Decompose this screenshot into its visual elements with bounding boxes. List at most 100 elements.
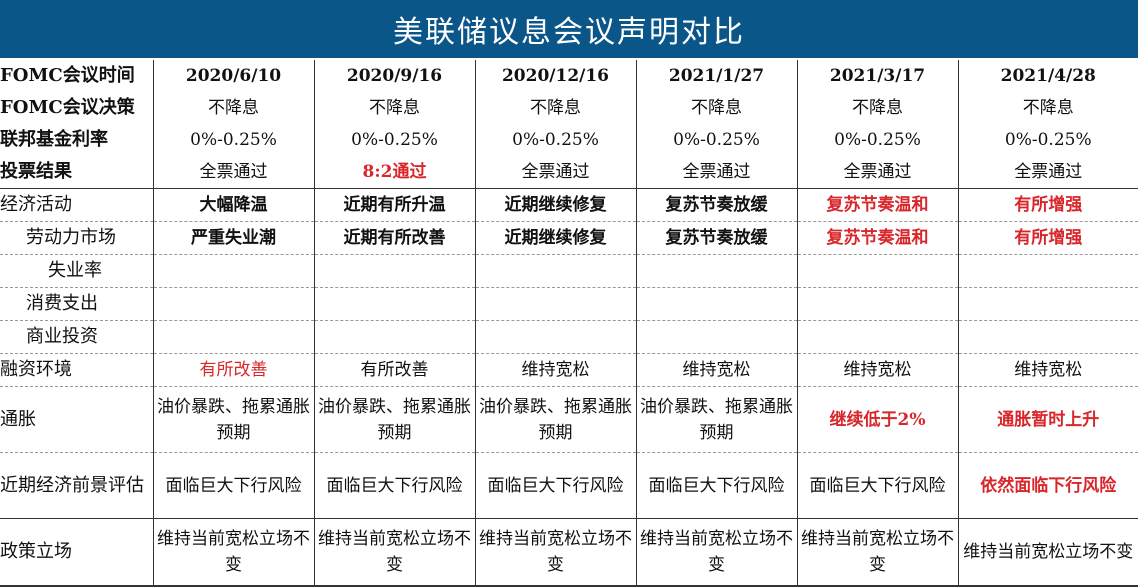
table-row: FOMC会议时间 2020/6/10 2020/9/16 2020/12/16 2021…	[0, 60, 1138, 92]
fomc-comparison-table: FOMC会议时间 2020/6/10 2020/9/16 2020/12/16 2021…	[0, 60, 1138, 587]
row-label: 融资环境	[0, 353, 153, 387]
table-cell	[796, 320, 958, 354]
table-cell: 全票通过	[152, 156, 314, 189]
table-cell: 全票通过	[474, 156, 636, 189]
table-cell	[313, 320, 475, 354]
table-cell: 维持当前宽松立场不变	[957, 518, 1138, 587]
table-cell: 复苏节奏温和	[796, 221, 958, 255]
table-cell	[474, 320, 636, 354]
row-label: 投票结果	[0, 156, 153, 189]
table-row: 联邦基金利率 0%-0.25% 0%-0.25% 0%-0.25% 0%-0.25% 0%…	[0, 124, 1138, 156]
table-cell: 不降息	[957, 92, 1138, 124]
table-cell: 近期有所升温	[313, 188, 475, 222]
table-cell: 不降息	[796, 92, 958, 124]
table-cell: 全票通过	[635, 156, 797, 189]
table-cell: 0%-0.25%	[796, 124, 958, 156]
table-cell	[313, 287, 475, 321]
table-cell: 0%-0.25%	[313, 124, 475, 156]
table-cell: 复苏节奏放缓	[635, 188, 797, 222]
row-label: 劳动力市场	[0, 221, 153, 255]
table-cell	[957, 287, 1138, 321]
table-row: 消费支出	[0, 287, 1138, 321]
table-cell: 0%-0.25%	[152, 124, 314, 156]
row-label: 经济活动	[0, 188, 153, 222]
table-cell: 8:2通过	[313, 156, 475, 189]
table-row: 商业投资	[0, 320, 1138, 354]
table-row: 融资环境 有所改善 有所改善 维持宽松 维持宽松 维持宽松 维持宽松	[0, 353, 1138, 387]
table-cell: 不降息	[313, 92, 475, 124]
table-cell: 面临巨大下行风险	[313, 452, 475, 519]
table-cell: 2021/4/28	[957, 60, 1138, 92]
row-label: 通胀	[0, 386, 153, 453]
table-row: FOMC会议决策 不降息 不降息 不降息 不降息 不降息 不降息	[0, 92, 1138, 124]
table-cell: 有所改善	[152, 353, 314, 387]
row-label: FOMC会议决策	[0, 97, 135, 118]
table-cell	[474, 254, 636, 288]
table-cell: 近期有所改善	[313, 221, 475, 255]
table-cell: 大幅降温	[152, 188, 314, 222]
table-cell	[957, 320, 1138, 354]
table-cell: 有所改善	[313, 353, 475, 387]
row-label: 失业率	[0, 254, 153, 288]
table-cell: 近期继续修复	[474, 221, 636, 255]
table-cell	[635, 254, 797, 288]
table-cell: 维持宽松	[635, 353, 797, 387]
table-cell: 维持当前宽松立场不变	[152, 518, 314, 587]
table-cell: 2020/6/10	[152, 60, 314, 92]
table-cell	[635, 320, 797, 354]
table-cell: 维持当前宽松立场不变	[796, 518, 958, 587]
table-cell	[152, 320, 314, 354]
row-label: 联邦基金利率	[0, 129, 108, 150]
table-cell: 近期继续修复	[474, 188, 636, 222]
row-label: 政策立场	[0, 518, 153, 587]
table-cell: 有所增强	[957, 221, 1138, 255]
row-label: 商业投资	[0, 320, 153, 354]
table-cell: 全票通过	[957, 156, 1138, 189]
table-cell: 0%-0.25%	[474, 124, 636, 156]
table-cell	[635, 287, 797, 321]
table-row: 投票结果 全票通过 8:2通过 全票通过 全票通过 全票通过 全票通过	[0, 156, 1138, 189]
table-cell	[313, 254, 475, 288]
table-cell: 油价暴跌、拖累通胀预期	[635, 386, 797, 453]
row-label: 近期经济前景评估	[0, 452, 153, 519]
table-cell: 面临巨大下行风险	[152, 452, 314, 519]
table-row: 通胀 油价暴跌、拖累通胀预期 油价暴跌、拖累通胀预期 油价暴跌、拖累通胀预期 油价暴跌、…	[0, 386, 1138, 453]
table-cell	[957, 254, 1138, 288]
table-cell: 不降息	[635, 92, 797, 124]
table-row: 近期经济前景评估 面临巨大下行风险 面临巨大下行风险 面临巨大下行风险 面临巨大下行风险…	[0, 452, 1138, 519]
table-cell: 维持当前宽松立场不变	[635, 518, 797, 587]
table-cell	[474, 287, 636, 321]
table-cell: 0%-0.25%	[635, 124, 797, 156]
table-cell: 2020/9/16	[313, 60, 475, 92]
table-cell: 油价暴跌、拖累通胀预期	[152, 386, 314, 453]
table-cell: 严重失业潮	[152, 221, 314, 255]
table-cell	[796, 254, 958, 288]
table-cell: 不降息	[152, 92, 314, 124]
table-cell	[152, 254, 314, 288]
table-cell: 依然面临下行风险	[957, 452, 1138, 519]
table-cell: 面临巨大下行风险	[474, 452, 636, 519]
table-cell: 2020/12/16	[474, 60, 636, 92]
table-cell: 面临巨大下行风险	[796, 452, 958, 519]
table-cell: 复苏节奏放缓	[635, 221, 797, 255]
table-cell: 维持宽松	[957, 353, 1138, 387]
table-row: 经济活动 大幅降温 近期有所升温 近期继续修复 复苏节奏放缓 复苏节奏温和 有所增强	[0, 188, 1138, 222]
table-row: 政策立场 维持当前宽松立场不变 维持当前宽松立场不变 维持当前宽松立场不变 维持当前宽松…	[0, 518, 1138, 587]
table-cell: 油价暴跌、拖累通胀预期	[474, 386, 636, 453]
table-cell: 有所增强	[957, 188, 1138, 222]
table-cell: 维持当前宽松立场不变	[313, 518, 475, 587]
row-label: 消费支出	[0, 287, 153, 321]
table-cell: 维持宽松	[796, 353, 958, 387]
table-cell: 2021/3/17	[796, 60, 958, 92]
table-cell: 通胀暂时上升	[957, 386, 1138, 453]
table-title: 美联储议息会议声明对比	[0, 0, 1138, 60]
row-label: FOMC会议时间	[0, 65, 135, 86]
table-cell: 复苏节奏温和	[796, 188, 958, 222]
table-cell: 2021/1/27	[635, 60, 797, 92]
table-cell: 维持当前宽松立场不变	[474, 518, 636, 587]
table-cell: 维持宽松	[474, 353, 636, 387]
table-cell: 继续低于2%	[796, 386, 958, 453]
table-row: 失业率	[0, 254, 1138, 288]
table-cell: 不降息	[474, 92, 636, 124]
table-cell: 全票通过	[796, 156, 958, 189]
